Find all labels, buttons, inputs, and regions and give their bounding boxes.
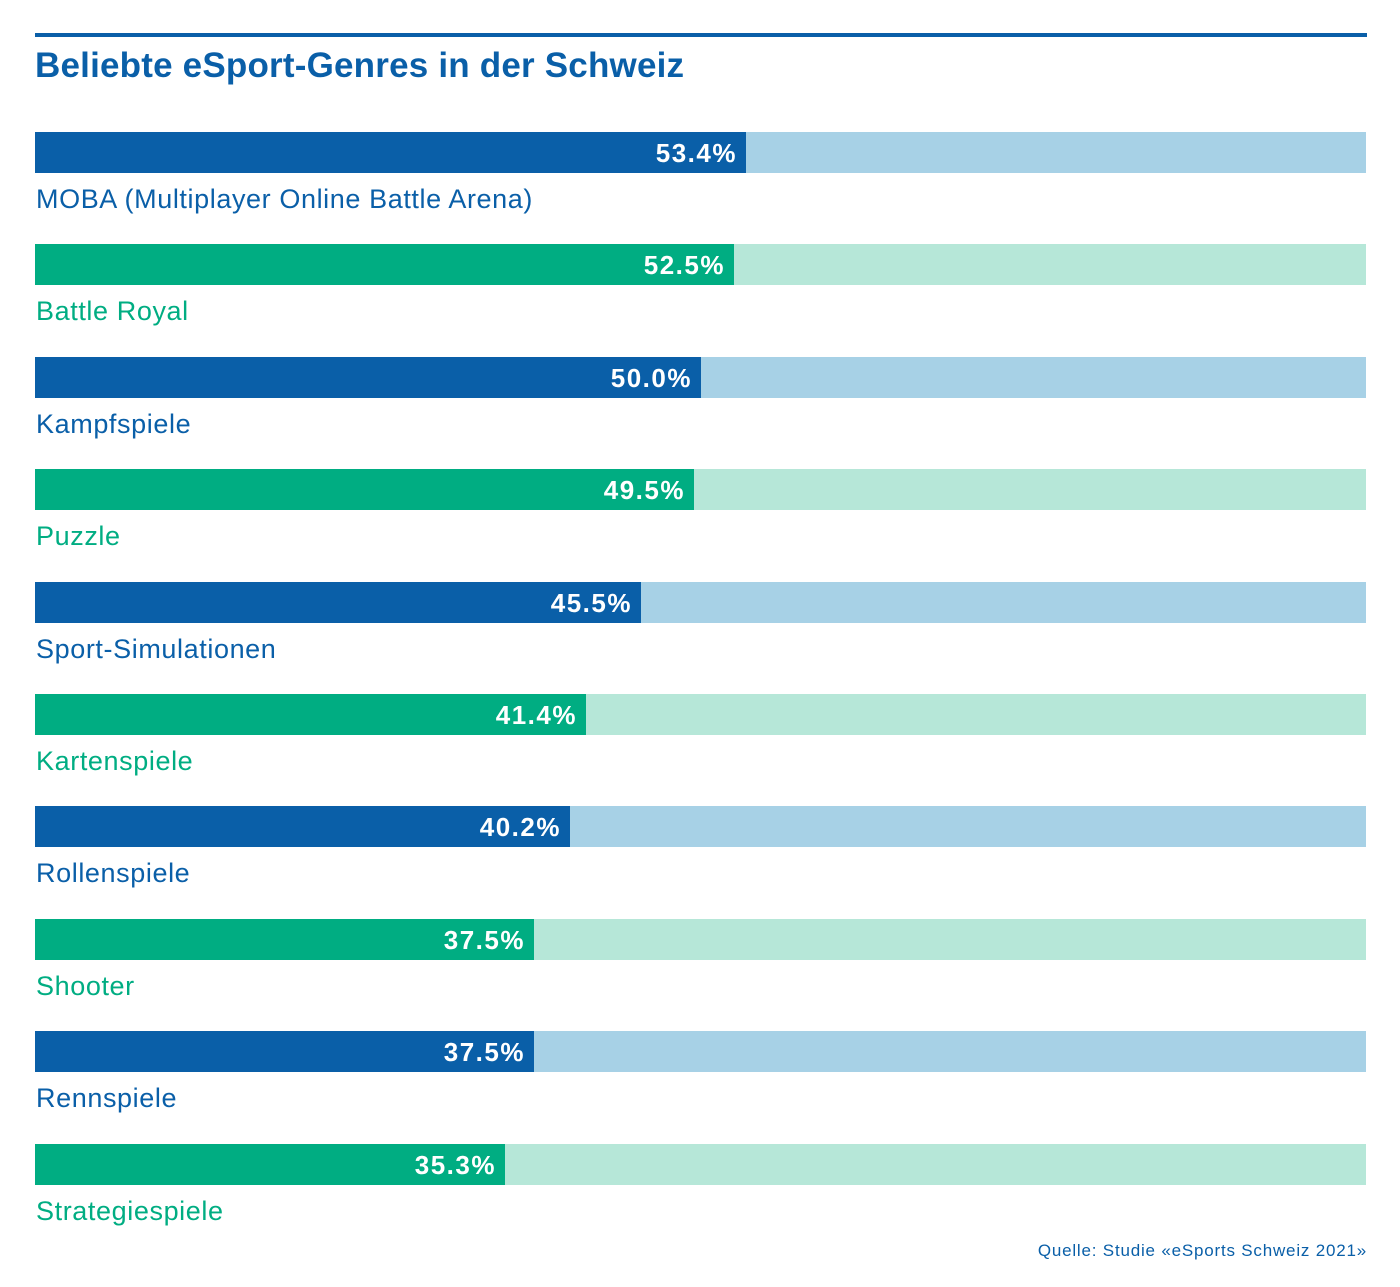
bar-row: 40.2% Rollenspiele <box>35 806 1366 906</box>
category-label: Battle Royal <box>36 296 189 326</box>
bar-row: 37.5% Shooter <box>35 919 1366 1019</box>
bar <box>35 469 694 510</box>
bar-value-label: 40.2% <box>479 812 561 842</box>
bar <box>35 919 534 960</box>
bar <box>35 357 701 398</box>
bar-value-label: 50.0% <box>610 363 692 393</box>
bar-row: 49.5% Puzzle <box>35 469 1366 569</box>
category-label: Kampfspiele <box>36 409 192 439</box>
bar <box>35 1144 505 1185</box>
category-label: Shooter <box>36 971 135 1001</box>
bar-value-label: 35.3% <box>414 1150 496 1180</box>
bar-row: 35.3% Strategiespiele <box>35 1144 1366 1244</box>
bar-row: 41.4% Kartenspiele <box>35 694 1366 794</box>
category-label: Sport-Simulationen <box>36 634 277 664</box>
bar-track: 50.0% <box>35 357 1366 398</box>
bar-track: 40.2% <box>35 806 1366 847</box>
bar-track: 45.5% <box>35 582 1366 623</box>
category-label: MOBA (Multiplayer Online Battle Arena) <box>36 184 534 214</box>
bar <box>35 244 734 285</box>
category-label: Strategiespiele <box>36 1196 224 1226</box>
bar-track: 37.5% <box>35 1031 1366 1072</box>
bar <box>35 806 570 847</box>
bar <box>35 582 641 623</box>
bar-row: 53.4% MOBA (Multiplayer Online Battle Are… <box>35 132 1366 232</box>
category-label: Kartenspiele <box>36 746 194 776</box>
bar-row: 52.5% Battle Royal <box>35 244 1366 344</box>
bar-row: 45.5% Sport-Simulationen <box>35 582 1366 682</box>
category-label: Rennspiele <box>36 1083 178 1113</box>
bar-value-label: 45.5% <box>550 588 632 618</box>
bar-value-label: 37.5% <box>443 925 525 955</box>
bar-track: 52.5% <box>35 244 1366 285</box>
bar-track: 49.5% <box>35 469 1366 510</box>
category-label: Rollenspiele <box>36 858 191 888</box>
bar-track: 35.3% <box>35 1144 1366 1185</box>
bar-value-label: 52.5% <box>643 250 725 280</box>
bar-track: 41.4% <box>35 694 1366 735</box>
category-label: Puzzle <box>36 521 121 551</box>
bar <box>35 132 746 173</box>
bar-value-label: 41.4% <box>495 700 577 730</box>
chart-title: Beliebte eSport-Genres in der Schweiz <box>35 46 685 85</box>
top-rule <box>35 33 1367 37</box>
bar-row: 37.5% Rennspiele <box>35 1031 1366 1131</box>
bar-row: 50.0% Kampfspiele <box>35 357 1366 457</box>
bar-chart: 53.4% MOBA (Multiplayer Online Battle Are… <box>35 0 1366 1287</box>
bar <box>35 694 586 735</box>
bar-value-label: 49.5% <box>603 475 685 505</box>
bar-value-label: 53.4% <box>655 138 737 168</box>
bar-track: 53.4% <box>35 132 1366 173</box>
bar-track: 37.5% <box>35 919 1366 960</box>
bar <box>35 1031 534 1072</box>
bar-value-label: 37.5% <box>443 1037 525 1067</box>
source-note: Quelle: Studie «eSports Schweiz 2021» <box>1037 1241 1367 1260</box>
